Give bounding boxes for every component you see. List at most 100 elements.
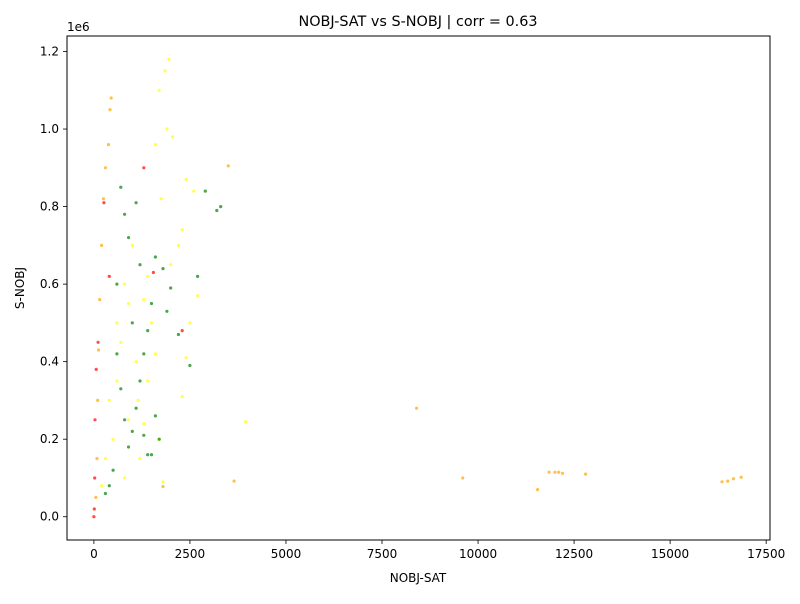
scatter-point-green [134, 201, 138, 205]
scatter-point-yellow [103, 457, 107, 461]
scatter-point-green [149, 453, 154, 457]
scatter-point-orange [547, 470, 551, 474]
x-axis-ticks: 0 2500 5000 7500 10000 12500 15000 17500 [90, 540, 785, 561]
scatter-point-green [103, 491, 107, 496]
scatter-point-yellow [115, 379, 119, 383]
scatter-point-green [134, 406, 138, 410]
plot-area-frame [66, 35, 771, 541]
scatter-point-green [130, 429, 134, 433]
x-tick-label: 17500 [747, 547, 785, 561]
scatter-point-yellow [163, 69, 167, 73]
scatter-point-red [151, 270, 155, 275]
scatter-point-orange [109, 96, 113, 100]
scatter-point-orange [103, 166, 107, 170]
scatter-point-orange [536, 488, 540, 492]
scatter-point-red [102, 201, 106, 205]
scatter-point-yellow [123, 476, 127, 480]
scatter-point-orange [553, 470, 557, 474]
scatter-point-yellow [192, 189, 196, 193]
scatter-point-red [94, 367, 98, 371]
scatter-point-green [176, 332, 180, 337]
scatter-point-green [123, 418, 127, 422]
scatter-point-orange [584, 472, 588, 476]
y-tick-label: 0.6 [40, 277, 59, 291]
scatter-point-green [119, 185, 123, 189]
y-tick-label: 0.2 [40, 432, 59, 446]
scatter-point-yellow [130, 243, 134, 247]
scatter-point-green [115, 352, 119, 356]
scatter-point-yellow [123, 282, 127, 286]
scatter-point-yellow [115, 321, 119, 325]
scatter-point-yellow [134, 360, 138, 364]
scatter-point-green [119, 387, 123, 391]
scatter-point-green [107, 484, 111, 488]
scatter-point-yellow [119, 340, 123, 344]
y-tick-label: 1.2 [40, 45, 59, 59]
x-tick-label: 0 [90, 547, 98, 561]
scatter-point-red [92, 507, 96, 511]
scatter-point-green [149, 301, 154, 306]
scatter-point-red [180, 329, 184, 333]
x-tick-label: 10000 [459, 547, 497, 561]
scatter-point-green [123, 212, 127, 216]
scatter-point-green [165, 309, 169, 313]
x-tick-label: 7500 [367, 547, 398, 561]
scatter-point-red [92, 515, 96, 519]
scatter-point-yellow [142, 422, 146, 426]
scatter-point-yellow [165, 127, 169, 131]
x-tick-label: 5000 [271, 547, 302, 561]
scatter-point-green [203, 189, 207, 193]
scatter-point-green [142, 352, 146, 356]
scatter-point-green [169, 286, 173, 290]
scatter-point-green [111, 468, 115, 472]
scatter-point-green [219, 205, 223, 209]
scatter-point-green [146, 329, 150, 333]
scatter-point-orange [415, 406, 419, 410]
scatter-point-orange [98, 298, 102, 302]
scatter-point-green [161, 267, 165, 271]
scatter-point-yellow [188, 321, 192, 325]
scatter-point-green [188, 363, 192, 368]
scatter-point-yellow [169, 263, 173, 267]
scatter-point-yellow [167, 57, 171, 61]
scatter-point-yellow [176, 243, 180, 247]
scatter-point-green [126, 445, 131, 449]
scatter-point-yellow [136, 398, 140, 402]
y-axis-offset-label: 1e6 [67, 20, 90, 34]
scatter-point-green [146, 453, 150, 457]
scatter-point-green [153, 414, 157, 418]
scatter-point-orange [720, 480, 724, 484]
scatter-point-orange [161, 484, 165, 489]
scatter-point-red [107, 274, 111, 278]
scatter-point-green [138, 263, 142, 267]
scatter-point-yellow [111, 437, 115, 441]
chart-title: NOBJ-SAT vs S-NOBJ | corr = 0.63 [298, 14, 537, 30]
scatter-point-yellow [157, 88, 161, 92]
x-tick-label: 2500 [175, 547, 206, 561]
scatter-point-green [130, 321, 134, 325]
scatter-point-yellow [138, 457, 142, 461]
scatter-point-orange [95, 457, 99, 461]
scatter-point-red [93, 418, 97, 422]
scatter-point-yellow [244, 420, 248, 424]
y-axis-title: S-NOBJ [13, 267, 27, 309]
y-axis-ticks: 0.0 0.2 0.4 0.6 0.8 1.0 1.2 [40, 45, 67, 524]
scatter-point-orange [739, 475, 743, 479]
scatter-point-green [138, 379, 142, 383]
scatter-point-orange [461, 476, 465, 480]
scatter-point-orange [561, 471, 565, 475]
scatter-point-yellow [180, 395, 184, 399]
scatter-point-yellow [107, 398, 111, 402]
scatter-point-yellow [161, 480, 165, 484]
scatter-point-orange [232, 479, 236, 483]
scatter-point-yellow [171, 135, 175, 139]
scatter-point-yellow [159, 197, 163, 201]
scatter-point-yellow [142, 298, 146, 302]
scatter-point-yellow [196, 294, 200, 298]
scatter-point-green [115, 282, 119, 286]
x-axis-title: NOBJ-SAT [390, 571, 447, 585]
scatter-point-red [93, 476, 97, 480]
scatter-point-orange [726, 479, 730, 483]
